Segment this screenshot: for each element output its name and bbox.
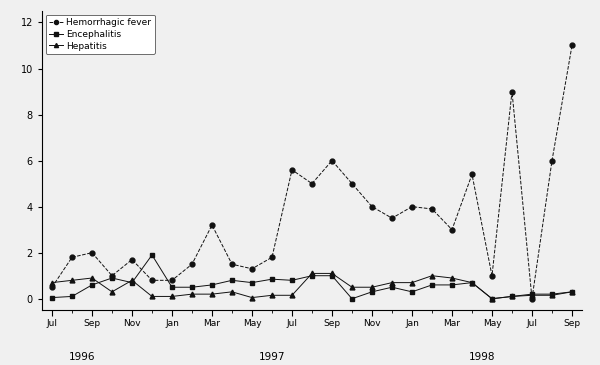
Hepatitis — [248, 295, 256, 300]
Hepatitis — [109, 290, 116, 294]
Hemorrhagic fever — [508, 89, 515, 94]
Hemorrhagic fever — [448, 227, 455, 232]
Hepatitis — [448, 276, 455, 280]
Hemorrhagic fever — [308, 181, 316, 186]
Encephalitis — [529, 292, 536, 296]
Hepatitis — [229, 290, 236, 294]
Hemorrhagic fever — [349, 181, 356, 186]
Hemorrhagic fever — [49, 285, 56, 289]
Hemorrhagic fever — [208, 223, 215, 227]
Encephalitis — [508, 294, 515, 299]
Encephalitis — [448, 283, 455, 287]
Hemorrhagic fever — [188, 262, 196, 266]
Hepatitis — [268, 293, 275, 297]
Hepatitis — [548, 293, 556, 297]
Hepatitis — [289, 293, 296, 297]
Text: 1996: 1996 — [69, 352, 95, 362]
Hemorrhagic fever — [88, 250, 95, 255]
Hemorrhagic fever — [248, 266, 256, 271]
Hepatitis — [508, 294, 515, 299]
Hemorrhagic fever — [409, 204, 416, 209]
Hepatitis — [409, 280, 416, 285]
Hepatitis — [328, 271, 335, 276]
Hemorrhagic fever — [548, 158, 556, 163]
Encephalitis — [248, 280, 256, 285]
Hepatitis — [488, 296, 496, 301]
Encephalitis — [469, 280, 476, 285]
Encephalitis — [409, 290, 416, 294]
Encephalitis — [388, 285, 395, 289]
Hepatitis — [49, 280, 56, 285]
Hepatitis — [188, 292, 196, 296]
Hemorrhagic fever — [469, 172, 476, 177]
Encephalitis — [308, 273, 316, 278]
Encephalitis — [548, 292, 556, 296]
Hemorrhagic fever — [328, 158, 335, 163]
Hemorrhagic fever — [568, 43, 575, 48]
Hemorrhagic fever — [368, 204, 376, 209]
Hemorrhagic fever — [109, 273, 116, 278]
Hemorrhagic fever — [128, 257, 136, 262]
Hepatitis — [208, 292, 215, 296]
Hemorrhagic fever — [68, 255, 76, 260]
Hepatitis — [368, 285, 376, 289]
Encephalitis — [68, 294, 76, 299]
Hemorrhagic fever — [488, 273, 496, 278]
Line: Hepatitis: Hepatitis — [50, 271, 574, 301]
Encephalitis — [208, 283, 215, 287]
Hepatitis — [568, 290, 575, 294]
Encephalitis — [568, 290, 575, 294]
Encephalitis — [328, 273, 335, 278]
Encephalitis — [128, 280, 136, 285]
Hemorrhagic fever — [428, 207, 436, 211]
Text: 1998: 1998 — [469, 352, 495, 362]
Hemorrhagic fever — [268, 255, 275, 260]
Encephalitis — [368, 290, 376, 294]
Hepatitis — [308, 271, 316, 276]
Encephalitis — [268, 277, 275, 281]
Hemorrhagic fever — [148, 278, 155, 283]
Encephalitis — [229, 278, 236, 283]
Hemorrhagic fever — [229, 262, 236, 266]
Encephalitis — [289, 278, 296, 283]
Hepatitis — [428, 273, 436, 278]
Encephalitis — [349, 296, 356, 301]
Hepatitis — [68, 278, 76, 283]
Encephalitis — [148, 253, 155, 257]
Line: Hemorrhagic fever: Hemorrhagic fever — [50, 43, 574, 301]
Hepatitis — [88, 276, 95, 280]
Hepatitis — [128, 278, 136, 283]
Encephalitis — [109, 276, 116, 280]
Encephalitis — [488, 296, 496, 301]
Text: 1997: 1997 — [259, 352, 285, 362]
Encephalitis — [169, 285, 176, 289]
Hemorrhagic fever — [289, 168, 296, 172]
Hepatitis — [469, 280, 476, 285]
Encephalitis — [428, 283, 436, 287]
Encephalitis — [49, 295, 56, 300]
Hepatitis — [388, 280, 395, 285]
Hemorrhagic fever — [388, 216, 395, 220]
Encephalitis — [88, 283, 95, 287]
Line: Encephalitis: Encephalitis — [50, 253, 574, 301]
Hepatitis — [169, 294, 176, 299]
Legend: Hemorrhagic fever, Encephalitis, Hepatitis: Hemorrhagic fever, Encephalitis, Hepatit… — [46, 15, 155, 54]
Hemorrhagic fever — [169, 278, 176, 283]
Encephalitis — [188, 285, 196, 289]
Hepatitis — [529, 293, 536, 297]
Hepatitis — [349, 285, 356, 289]
Hemorrhagic fever — [529, 296, 536, 301]
Hepatitis — [148, 294, 155, 299]
